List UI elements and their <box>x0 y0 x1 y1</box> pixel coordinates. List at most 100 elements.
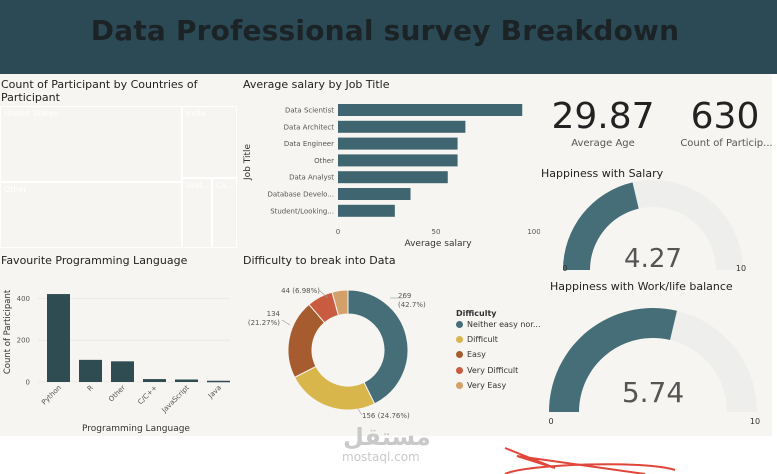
language-y-tick: 400 <box>17 295 30 303</box>
gauge-salary-title: Happiness with Salary <box>541 167 664 180</box>
legend-label: Neither easy nor... <box>467 320 541 329</box>
salary-bar[interactable] <box>338 154 458 167</box>
donut-data-label: (21.27%) <box>248 319 280 327</box>
language-bar[interactable] <box>79 359 102 382</box>
donut-data-label: 156 (24.76%) <box>362 412 410 420</box>
salary-category-label: Data Analyst <box>289 174 334 182</box>
donut-label-leader <box>281 319 291 326</box>
salary-bar[interactable] <box>338 120 466 133</box>
salary-bar[interactable] <box>338 104 523 116</box>
donut-data-label: 44 (6.98%) <box>281 287 320 295</box>
gauge-work-title: Happiness with Work/life balance <box>550 280 733 293</box>
legend-label: Difficult <box>467 335 498 345</box>
gauge-fill <box>563 182 639 270</box>
legend-swatch <box>456 366 463 374</box>
donut-slice[interactable] <box>293 365 376 411</box>
language-bar[interactable] <box>175 379 198 382</box>
treemap-cell-india[interactable]: India <box>182 106 237 178</box>
language-bar[interactable] <box>111 361 134 382</box>
legend-label: Very Difficult <box>467 365 519 375</box>
salary-category-label: Data Architect <box>284 123 335 131</box>
language-category-label: C/C++ <box>136 384 159 407</box>
donut-slice[interactable] <box>331 289 349 316</box>
salary-bar[interactable] <box>338 137 458 150</box>
legend-swatch <box>456 381 463 389</box>
legend-swatch <box>456 336 463 344</box>
difficulty-legend-title: Difficulty <box>456 309 497 318</box>
gauge-max-label: 10 <box>750 417 760 426</box>
watermark-arabic: مستقل <box>343 423 431 451</box>
salary-category-label: Database Develo... <box>267 191 334 199</box>
language-category-label: R <box>86 384 95 393</box>
salary-x-tick: 50 <box>432 228 441 236</box>
salary-chart-title: Average salary by Job Title <box>243 78 390 91</box>
language-category-label: Other <box>107 384 127 404</box>
participant-count-label: Count of Particip... <box>680 138 773 149</box>
participant-count-value: 630 <box>690 96 760 137</box>
donut-label-leader <box>357 408 363 416</box>
treemap-cell-united-kingdom[interactable]: Unit... <box>182 178 212 248</box>
difficulty-chart-title: Difficulty to break into Data <box>243 254 396 267</box>
language-bar[interactable] <box>47 294 70 382</box>
salary-category-label: Other <box>314 157 334 165</box>
treemap-cell-label: Other <box>4 185 27 194</box>
difficulty-legend-item[interactable]: Very Difficult <box>456 366 518 375</box>
average-age-value: 29.87 <box>551 96 655 137</box>
salary-category-label: Data Engineer <box>284 140 334 148</box>
donut-slice[interactable] <box>347 289 409 405</box>
language-category-label: Java <box>206 384 223 401</box>
gauge-value: 5.74 <box>622 376 684 409</box>
salary-bar[interactable] <box>338 188 411 200</box>
gauge-min-label: 0 <box>562 264 567 273</box>
legend-label: Very Easy <box>467 380 507 390</box>
language-bar[interactable] <box>143 379 166 382</box>
language-x-axis-label: Programming Language <box>82 424 190 434</box>
salary-bar-chart: Data Scientist Data Architect Data Enginee… <box>243 104 540 249</box>
treemap-cell-united-states[interactable]: United States <box>0 106 182 182</box>
donut-data-label: (42.7%) <box>398 301 426 309</box>
language-category-label: JavaScript <box>160 384 191 415</box>
treemap-cell-label: India <box>186 109 206 118</box>
language-y-axis-label: Count of Participant <box>3 289 13 374</box>
language-bar-chart: 0 200 400 Python R Other C/C++ JavaScript Java Pr… <box>3 289 230 434</box>
language-category-label: Python <box>40 384 63 407</box>
dashboard-header: Data Professional survey Breakdown <box>0 0 777 74</box>
legend-swatch <box>456 351 463 359</box>
difficulty-donut-chart: 269(42.7%) 156 (24.76%) 134(21.27%) 44 (6.9… <box>248 287 426 420</box>
difficulty-legend-item[interactable]: Very Easy <box>456 381 506 390</box>
gauge-min-label: 0 <box>548 417 553 426</box>
average-age-label: Average Age <box>571 138 635 149</box>
worklife-happiness-gauge: 5.74 0 10 <box>548 308 760 426</box>
donut-data-label: 269 <box>398 292 411 300</box>
treemap-cell-other[interactable]: Other <box>0 182 182 248</box>
gauge-fill <box>549 308 677 412</box>
legend-swatch <box>456 321 463 328</box>
gauge-value: 4.27 <box>624 244 682 274</box>
treemap-cell-label: Unit... <box>186 181 210 190</box>
donut-data-label: 134 <box>267 310 281 318</box>
language-y-tick: 200 <box>17 337 30 345</box>
difficulty-legend-item[interactable]: Difficult <box>456 335 498 344</box>
country-treemap: United States Other India Unit... Ca... <box>0 106 237 248</box>
red-annotation-stroke <box>504 447 676 474</box>
salary-category-label: Data Scientist <box>285 107 334 115</box>
salary-bar[interactable] <box>338 171 448 184</box>
legend-label: Easy <box>467 350 486 360</box>
salary-x-tick: 0 <box>336 228 340 236</box>
difficulty-legend-item[interactable]: Easy <box>456 350 486 359</box>
language-bar[interactable] <box>207 380 230 383</box>
salary-x-axis-label: Average salary <box>404 239 472 249</box>
language-y-tick: 0 <box>26 379 30 387</box>
salary-x-tick: 100 <box>527 228 540 236</box>
salary-happiness-gauge: 4.27 0 10 <box>562 180 746 274</box>
language-chart-title: Favourite Programming Language <box>1 254 188 267</box>
salary-category-label: Student/Looking... <box>270 207 334 215</box>
salary-bar[interactable] <box>338 204 395 217</box>
dashboard-title: Data Professional survey Breakdown <box>90 14 680 47</box>
donut-label-leader <box>319 290 329 299</box>
salary-y-axis-label: Job Title <box>243 144 253 181</box>
treemap-cell-canada[interactable]: Ca... <box>212 178 237 248</box>
gauge-max-label: 10 <box>736 264 746 273</box>
difficulty-legend-item[interactable]: Neither easy nor... <box>456 320 541 329</box>
treemap-title: Count of Participant by Countries of Par… <box>1 78 198 104</box>
